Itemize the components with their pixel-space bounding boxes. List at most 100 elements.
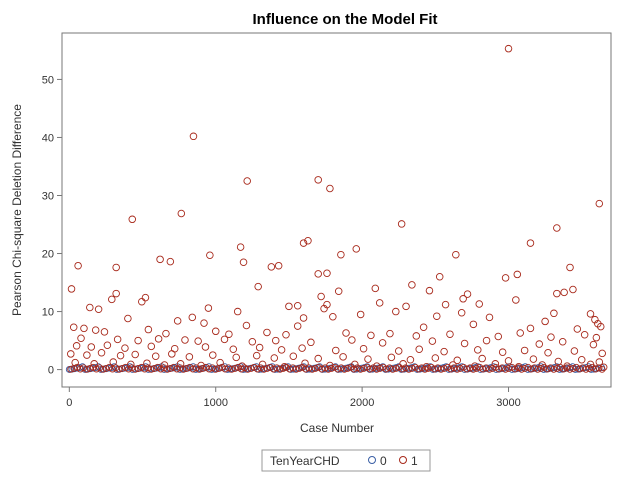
series-1-point <box>94 305 103 313</box>
series-1-point <box>231 364 239 372</box>
series-1-point <box>299 314 308 322</box>
series-1-point <box>351 360 359 369</box>
series-1-point <box>576 365 583 373</box>
series-1-point <box>205 365 213 373</box>
series-1-point <box>460 339 469 348</box>
series-1-point <box>273 364 281 372</box>
series-1-point <box>144 325 153 334</box>
series-1-point <box>200 319 208 327</box>
series-1-point <box>463 365 471 373</box>
series-1-point <box>138 297 146 306</box>
series-1-point <box>592 365 600 373</box>
series-1-point <box>348 336 356 344</box>
series-1-point <box>144 364 152 372</box>
series-1-point <box>405 365 413 373</box>
series-1-point <box>143 359 151 367</box>
series-1-point <box>402 364 410 372</box>
series-1-point <box>592 333 601 342</box>
series-1-point <box>540 363 548 371</box>
series-1-point <box>314 176 322 184</box>
series-1-point <box>397 220 406 228</box>
series-1-point <box>387 353 396 362</box>
series-1-point <box>299 363 306 371</box>
y-tick-label: 40 <box>42 132 54 144</box>
series-1-point <box>263 328 271 337</box>
series-1-point <box>452 250 460 259</box>
series-1-point <box>434 364 442 372</box>
series-1-point <box>554 357 563 366</box>
series-1-point <box>437 365 445 373</box>
series-1-point <box>189 365 197 373</box>
series-1-point <box>331 363 339 371</box>
series-1-point <box>334 287 343 296</box>
series-1-point <box>485 313 494 322</box>
series-1-point <box>537 364 545 372</box>
series-1-point <box>550 309 558 318</box>
series-1-point <box>254 282 262 291</box>
series-1-point <box>446 330 454 338</box>
series-1-point <box>186 363 194 371</box>
series-1-point <box>418 364 426 372</box>
series-1-point <box>466 364 474 372</box>
series-1-point <box>367 331 375 340</box>
series-1-point <box>128 215 137 224</box>
series-1-point <box>433 312 441 320</box>
series-1-point <box>113 335 122 344</box>
series-1-point <box>99 365 107 373</box>
series-1-point <box>196 365 203 373</box>
series-1-point <box>177 209 186 218</box>
series-1-point <box>109 365 116 373</box>
series-1-point <box>501 274 510 282</box>
series-1-point <box>498 364 506 372</box>
series-1-point <box>560 288 568 297</box>
series-1-point <box>234 363 242 371</box>
series-1-point <box>247 364 255 372</box>
series-1-point <box>580 331 589 339</box>
series-1-point <box>598 349 606 358</box>
series-1-point <box>597 322 605 331</box>
series-1-point <box>440 364 448 372</box>
series-1-point <box>73 363 81 371</box>
series-1-point <box>77 334 85 343</box>
series-1-point <box>253 365 261 373</box>
series-1-point <box>220 335 229 344</box>
series-1-point <box>67 285 76 293</box>
y-axis-ticks: 0 10 20 30 40 50 <box>42 74 62 377</box>
series-1-point <box>156 255 164 264</box>
series-1-point <box>359 344 368 353</box>
series-1-point <box>260 365 268 373</box>
series-1-point <box>441 300 450 309</box>
series-1-point <box>505 364 513 372</box>
series-1-point <box>352 245 361 253</box>
series-1-point <box>289 364 297 372</box>
series-1-point <box>389 365 397 373</box>
series-1-point <box>225 364 232 372</box>
series-1-point <box>83 351 91 359</box>
x-tick-label: 1000 <box>203 397 227 409</box>
series-1-point <box>90 360 98 368</box>
series-1-point <box>244 365 252 373</box>
series-1-point <box>183 364 191 372</box>
y-tick-label: 0 <box>48 365 54 377</box>
series-1-point <box>173 317 182 325</box>
series-1-point <box>485 365 493 373</box>
series-1-point <box>295 364 303 372</box>
series-1-point <box>167 364 174 372</box>
series-1-point <box>326 361 334 370</box>
series-1-point <box>134 364 142 372</box>
series-1-point <box>491 360 500 368</box>
series-1-point <box>569 285 577 294</box>
series-1-point <box>498 348 507 356</box>
series-1-point <box>516 329 524 337</box>
series-1-point <box>67 365 75 373</box>
series-1-point <box>138 363 145 371</box>
series-1-point <box>299 239 308 247</box>
legend-marker-0 <box>368 456 376 464</box>
x-tick-label: 0 <box>66 397 72 409</box>
series-1-point <box>471 362 479 370</box>
series-1-point <box>599 363 608 372</box>
series-1-point <box>474 346 482 354</box>
series-1-point <box>103 341 112 349</box>
series-1-point <box>258 360 267 369</box>
series-1-point <box>598 365 606 373</box>
